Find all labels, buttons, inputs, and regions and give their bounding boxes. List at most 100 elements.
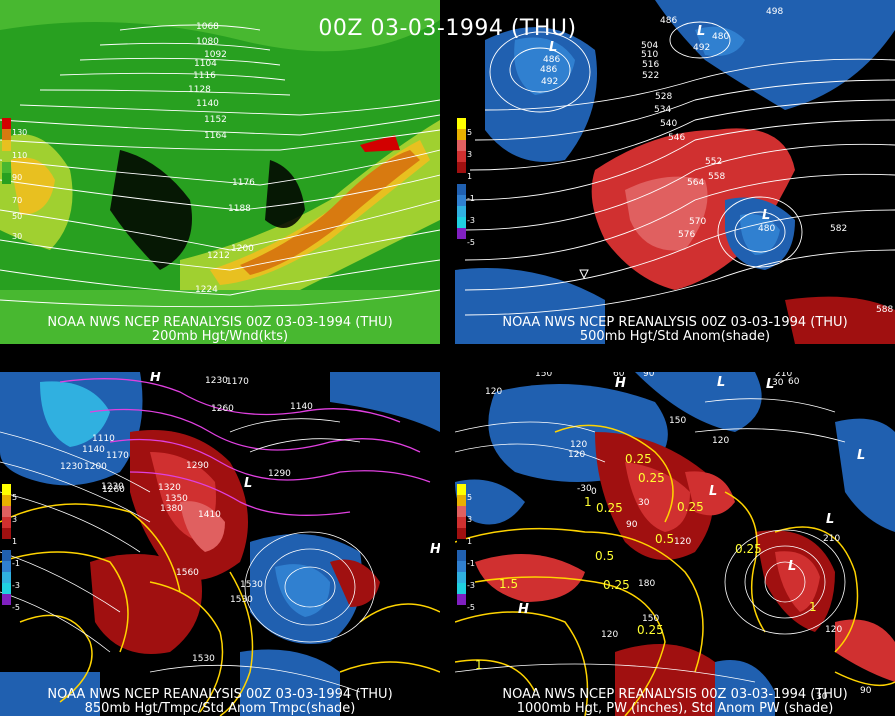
map-500mb xyxy=(455,0,895,344)
legend-value: -1 xyxy=(12,559,20,568)
contour-label: 1350 xyxy=(165,494,188,504)
legend-value: 130 xyxy=(12,128,28,137)
legend-value: -3 xyxy=(467,581,475,590)
contour-label: 486 xyxy=(540,65,558,75)
contour-label: 210 xyxy=(823,534,841,544)
high-marker: H xyxy=(150,372,161,385)
pw-label: 0.25 xyxy=(735,542,762,556)
panel-850mb-temp: 5 3 1 -1 -3 -5 H L H 1110 1140 1170 1230… xyxy=(0,372,440,716)
legend-value: 3 xyxy=(467,150,473,159)
pw-label: 0.25 xyxy=(625,452,652,466)
contour-label: 552 xyxy=(705,157,723,167)
legend-value: -3 xyxy=(467,216,475,225)
contour-label: 180 xyxy=(638,579,656,589)
contour-label: 210 xyxy=(775,372,793,379)
contour-label: 1176 xyxy=(232,178,255,188)
contour-label: 486 xyxy=(660,16,678,26)
contour-label: 1530 xyxy=(230,595,253,605)
contour-label: 1140 xyxy=(82,445,105,455)
contour-label: 1092 xyxy=(204,50,227,60)
contour-label: 1200 xyxy=(231,244,254,254)
pw-label: 0.5 xyxy=(655,532,675,546)
panel-caption-line1: NOAA NWS NCEP REANALYSIS 00Z 03-03-1994 … xyxy=(47,315,393,330)
panel-caption-line1: NOAA NWS NCEP REANALYSIS 00Z 03-03-1994 … xyxy=(47,687,393,702)
contour-label: -30 xyxy=(577,484,592,494)
legend-value: 70 xyxy=(12,196,23,205)
contour-label: 1164 xyxy=(204,131,227,141)
low-marker: L xyxy=(697,24,706,39)
contour-label: 1188 xyxy=(228,204,251,214)
contour-label: 1140 xyxy=(290,402,313,412)
map-200mb xyxy=(0,0,440,344)
contour-label: 498 xyxy=(766,7,784,17)
contour-label: 546 xyxy=(668,133,686,143)
pw-label: 1 xyxy=(475,658,483,672)
contour-label: 480 xyxy=(712,32,730,42)
contour-label: 1200 xyxy=(84,462,107,472)
contour-label: 570 xyxy=(689,217,707,227)
contour-label: 510 xyxy=(641,50,659,60)
legend-value: 5 xyxy=(467,128,473,137)
contour-label: 1128 xyxy=(188,85,211,95)
contour-label: 1104 xyxy=(194,59,217,69)
contour-label: 492 xyxy=(693,43,711,53)
low-marker: L xyxy=(826,512,835,527)
high-marker: H xyxy=(518,602,529,617)
map-1000mb xyxy=(455,372,895,716)
contour-label: 516 xyxy=(642,60,660,70)
contour-label: 1290 xyxy=(186,461,209,471)
contour-label: 1230 xyxy=(101,482,124,492)
contour-label: 504 xyxy=(641,41,659,51)
legend-value: 50 xyxy=(12,212,23,221)
contour-label: 1230 xyxy=(60,462,83,472)
contour-label: 60 xyxy=(613,372,625,379)
legend-value: 110 xyxy=(12,151,28,160)
contour-label: 534 xyxy=(654,105,672,115)
contour-label: 1260 xyxy=(211,404,234,414)
contour-label: 90 xyxy=(860,686,872,696)
panel-1000mb-pw: 5 3 1 -1 -3 -5 H L L L L L L H 150 60 90… xyxy=(455,372,895,716)
contour-label: 588 xyxy=(876,305,894,315)
low-marker: L xyxy=(788,559,797,574)
legend-850mb xyxy=(2,484,12,605)
low-marker: L xyxy=(857,448,866,463)
page-title: 00Z 03-03-1994 (THU) xyxy=(318,16,577,41)
legend-value: 3 xyxy=(467,515,473,524)
contour-label: 1530 xyxy=(240,580,263,590)
panel-caption-line2: 500mb Hgt/Std Anom(shade) xyxy=(579,329,771,344)
pw-label: 0.25 xyxy=(638,471,665,485)
panel-caption-line1: NOAA NWS NCEP REANALYSIS 00Z 03-03-1994 … xyxy=(502,687,848,702)
legend-value: 90 xyxy=(12,173,23,182)
legend-value: -1 xyxy=(467,194,475,203)
contour-label: 30 xyxy=(772,378,784,388)
contour-label: 150 xyxy=(535,372,553,379)
legend-value: -1 xyxy=(467,559,475,568)
contour-label: 120 xyxy=(825,625,843,635)
contour-label: 1140 xyxy=(196,99,219,109)
contour-label: 1110 xyxy=(92,434,115,444)
contour-label: 582 xyxy=(830,224,848,234)
contour-label: 1080 xyxy=(196,37,219,47)
contour-label: 522 xyxy=(642,71,660,81)
contour-label: 60 xyxy=(788,377,800,387)
panel-caption-line2: 1000mb Hgt, PW (inches), Std Anom PW (sh… xyxy=(516,701,834,716)
contour-label: 150 xyxy=(642,614,660,624)
contour-label: 30 xyxy=(816,692,828,702)
pw-label: 0.25 xyxy=(637,623,664,637)
contour-label: 1224 xyxy=(195,285,218,295)
contour-label: 1530 xyxy=(192,654,215,664)
contour-label: 1152 xyxy=(204,115,227,125)
contour-label: 1068 xyxy=(196,22,219,32)
low-marker: L xyxy=(709,484,718,499)
contour-label: 120 xyxy=(485,387,503,397)
contour-label: 528 xyxy=(655,92,673,102)
legend-200mb xyxy=(2,118,12,184)
contour-label: 90 xyxy=(626,520,638,530)
panel-caption-line1: NOAA NWS NCEP REANALYSIS 00Z 03-03-1994 … xyxy=(502,315,848,330)
contour-label: 1170 xyxy=(106,451,129,461)
legend-value: 5 xyxy=(467,493,473,502)
contour-label: 1116 xyxy=(193,71,216,81)
low-marker: L xyxy=(549,40,558,55)
legend-500mb xyxy=(457,118,467,239)
contour-label: 120 xyxy=(570,440,588,450)
